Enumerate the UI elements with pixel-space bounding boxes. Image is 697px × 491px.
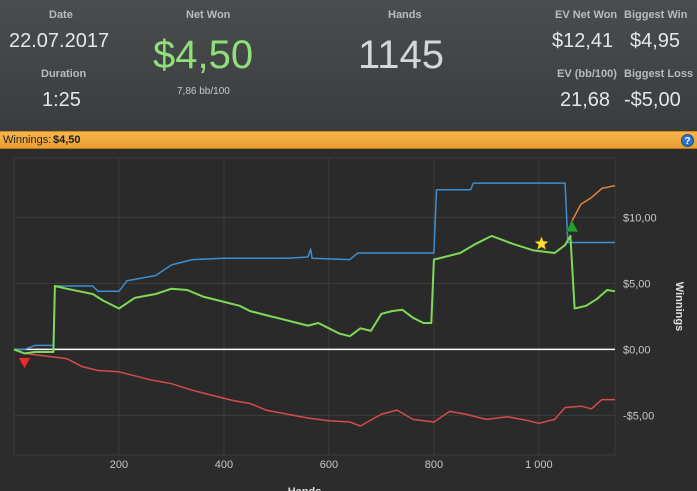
- orange-series-line: [569, 184, 616, 225]
- x-tick-label: 200: [110, 459, 128, 471]
- x-tick-label: 800: [425, 459, 443, 471]
- help-icon[interactable]: ?: [681, 134, 694, 147]
- biggest-win-marker-icon: [565, 220, 579, 232]
- plot-area: [13, 157, 616, 456]
- y-axis-label: Winnings: [673, 282, 685, 331]
- bb-per-100-value: 7,86 bb/100: [177, 86, 230, 97]
- ev-net-won-label: EV Net Won: [555, 9, 618, 21]
- hands-label: Hands: [388, 9, 422, 21]
- y-tick-label: $0,00: [623, 344, 651, 356]
- winnings-bar: Winnings: $4,50 ?: [0, 131, 697, 149]
- net-won-label: Net Won: [186, 9, 231, 21]
- y-tick-label: -$5,00: [623, 410, 654, 422]
- date-label: Date: [49, 9, 73, 21]
- net-won-value: $4,50: [153, 33, 254, 77]
- biggest-win-value: $4,95: [630, 30, 681, 52]
- winnings-graph: 200 400 600 800 1 000 -$5,00 $0,00 $5,00 $10,00 W…: [0, 150, 697, 491]
- y-tick-label: $5,00: [623, 278, 651, 290]
- biggest-loss-value: -$5,00: [624, 89, 681, 111]
- winnings-label: Winnings:: [3, 134, 52, 146]
- green-series-line: [13, 234, 616, 355]
- winnings-value: $4,50: [53, 134, 81, 146]
- session-stats-panel: Date 22.07.2017 Duration 1:25 Net Won $4…: [0, 0, 697, 131]
- blue-series-line: [14, 182, 615, 351]
- ev-bb-value: 21,68: [560, 89, 611, 111]
- star-marker-icon: [534, 236, 549, 251]
- red-series-line: [13, 348, 615, 427]
- winnings-chart-svg: 200 400 600 800 1 000 -$5,00 $0,00 $5,00 $10,00 W…: [13, 157, 685, 491]
- duration-value: 1:25: [42, 89, 81, 111]
- biggest-win-label: Biggest Win: [624, 9, 688, 21]
- duration-label: Duration: [41, 68, 87, 80]
- ev-bb-label: EV (bb/100): [557, 68, 617, 80]
- hands-value: 1145: [358, 33, 445, 77]
- x-axis-label: Hands: [288, 486, 322, 491]
- date-value: 22.07.2017: [9, 30, 110, 52]
- biggest-loss-label: Biggest Loss: [624, 68, 694, 80]
- x-tick-label: 600: [320, 459, 338, 471]
- x-tick-label: 1 000: [525, 459, 553, 471]
- biggest-loss-marker-icon: [18, 357, 31, 370]
- ev-net-won-value: $12,41: [552, 30, 614, 52]
- x-tick-label: 400: [215, 459, 233, 471]
- y-tick-label: $10,00: [623, 212, 657, 224]
